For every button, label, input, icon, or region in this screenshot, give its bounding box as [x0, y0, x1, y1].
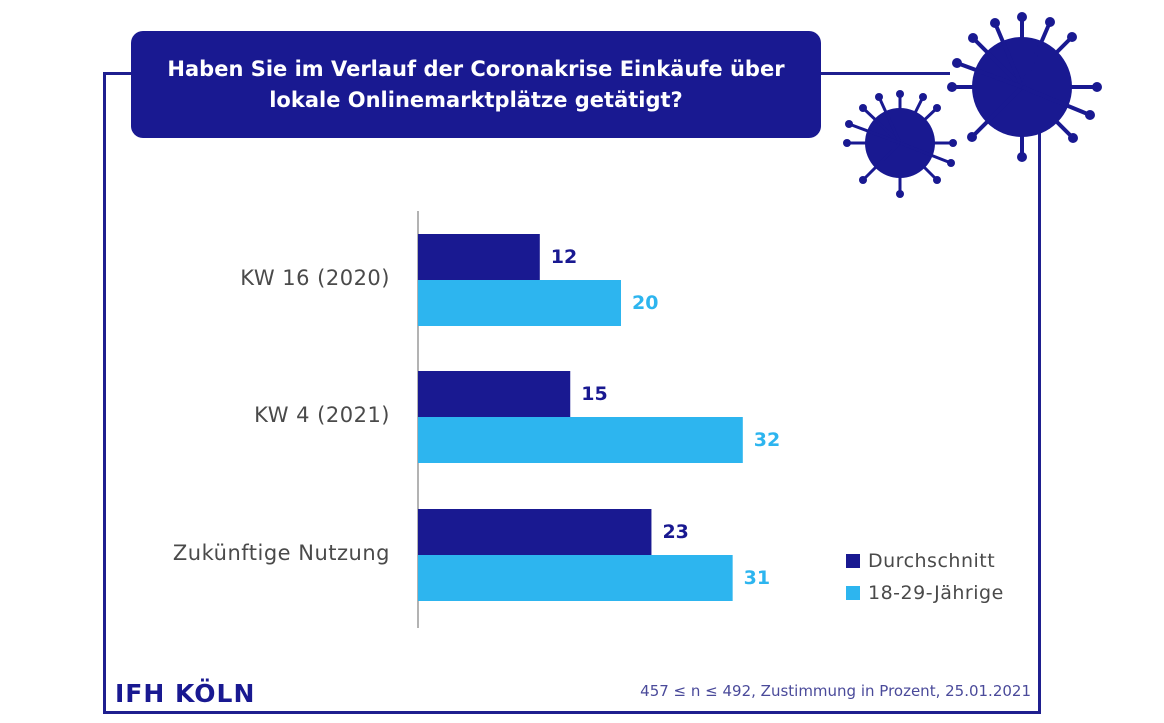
legend-swatch-durchschnitt	[846, 554, 860, 568]
legend: Durchschnitt 18-29-Jährige	[846, 545, 1004, 609]
bar-durchschnitt-2	[418, 509, 652, 555]
data-label: 32	[753, 429, 781, 451]
bar-durchschnitt-1	[418, 371, 571, 417]
bar-18-29-2	[418, 555, 733, 601]
data-label: 23	[662, 521, 689, 543]
category-label: KW 16 (2020)	[240, 266, 390, 290]
legend-item-durchschnitt: Durchschnitt	[846, 545, 1004, 577]
brand-logo: IFH KÖLN	[115, 679, 256, 708]
chart-frame	[103, 72, 1041, 714]
legend-item-18-29: 18-29-Jährige	[846, 577, 1004, 609]
title-box: Haben Sie im Verlauf der Coronakrise Ein…	[131, 31, 821, 138]
frame-top-right-segment	[820, 72, 950, 75]
category-label: KW 4 (2021)	[254, 403, 390, 427]
chart-title: Haben Sie im Verlauf der Coronakrise Ein…	[167, 56, 785, 112]
data-label: 31	[743, 567, 771, 589]
legend-label-durchschnitt: Durchschnitt	[868, 550, 996, 572]
category-label: Zukünftige Nutzung	[172, 541, 390, 565]
data-label: 15	[581, 383, 608, 405]
bar-durchschnitt-0	[418, 234, 540, 280]
legend-swatch-18-29	[846, 586, 860, 600]
data-label: 12	[550, 246, 578, 268]
footnote: 457 ≤ n ≤ 492, Zustimmung in Prozent, 25…	[640, 682, 1031, 700]
bar-18-29-0	[418, 280, 621, 326]
bar-18-29-1	[418, 417, 743, 463]
legend-label-18-29: 18-29-Jährige	[868, 582, 1004, 604]
frame-top-left-segment	[103, 72, 133, 75]
data-label: 20	[632, 292, 659, 314]
virus-large-icon	[947, 12, 1102, 162]
virus-small-icon	[843, 90, 957, 198]
